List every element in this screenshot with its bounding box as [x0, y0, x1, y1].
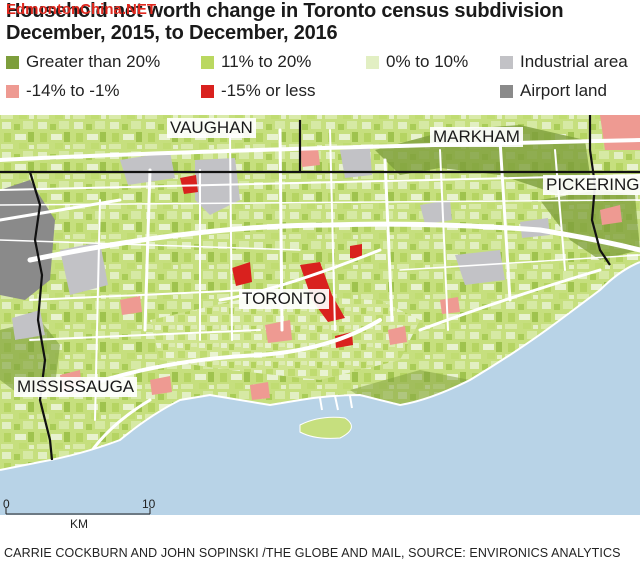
legend-label: 0% to 10% [386, 52, 469, 71]
pink-decline-area [300, 148, 320, 167]
scale-start-label: 0 [3, 497, 10, 511]
scale-bar [5, 508, 151, 515]
scale-end-label: 10 [142, 497, 156, 511]
port-piers [319, 395, 353, 411]
city-label-markham: MARKHAM [430, 127, 523, 147]
city-label-toronto: TORONTO [239, 289, 330, 309]
pink-decline-area [440, 297, 460, 314]
legend-swatch [500, 55, 513, 69]
legend-swatch [201, 84, 214, 98]
pink-decline-area [120, 296, 142, 315]
watermark: EdmontonChina.NET [6, 1, 156, 18]
source-credit: CARRIE COCKBURN AND JOHN SOPINSKI /THE G… [4, 546, 621, 560]
legend-label: -14% to -1% [26, 81, 120, 100]
legend-airport-land: Airport land [500, 81, 607, 101]
legend-swatch [6, 84, 19, 98]
pink-decline-area [600, 205, 622, 225]
legend-swatch [201, 55, 214, 69]
legend-industrial-area: Industrial area [500, 52, 628, 72]
decline-area [232, 262, 252, 286]
industrial-area [340, 148, 372, 178]
pink-decline-area [265, 320, 292, 343]
lake-ontario [0, 262, 640, 515]
legend-11-to-20: 11% to 20% [201, 52, 311, 72]
legend-label: Greater than 20% [26, 52, 161, 71]
decline-area [350, 244, 362, 258]
legend-minus-14-to-minus-1: -14% to -1% [6, 81, 120, 101]
legend-label: -15% or less [221, 81, 316, 100]
legend-minus-15-or-less: -15% or less [201, 81, 315, 101]
chart-subtitle: December, 2015, to December, 2016 [6, 22, 338, 44]
legend-label: 11% to 20% [221, 52, 312, 71]
industrial-area [455, 250, 505, 285]
legend-0-to-10: 0% to 10% [366, 52, 468, 72]
city-label-pickering: PICKERING [543, 175, 640, 195]
city-label-mississauga: MISSISSAUGA [14, 377, 138, 397]
municipal-boundaries [0, 115, 640, 461]
shoreline [0, 261, 640, 471]
legend-greater-than-20: Greater than 20% [6, 52, 160, 72]
industrial-area [120, 152, 175, 185]
legend-swatch [6, 55, 19, 69]
industrial-area [60, 242, 108, 295]
legend-label: Airport land [520, 81, 607, 100]
legend-swatch [500, 84, 513, 98]
pink-decline-area [250, 382, 270, 400]
scale-units-label: KM [70, 517, 88, 531]
legend-swatch [366, 55, 379, 69]
toronto-islands [299, 416, 352, 439]
chart-title: Household net worth change in Toronto ce… [6, 0, 564, 22]
pink-decline-area [600, 115, 640, 150]
city-label-vaughan: VAUGHAN [167, 118, 256, 138]
decline-area [180, 175, 198, 194]
pink-decline-area [388, 326, 407, 345]
pink-decline-area [150, 376, 172, 395]
industrial-area [12, 310, 45, 340]
legend-label: Industrial area [520, 52, 628, 71]
